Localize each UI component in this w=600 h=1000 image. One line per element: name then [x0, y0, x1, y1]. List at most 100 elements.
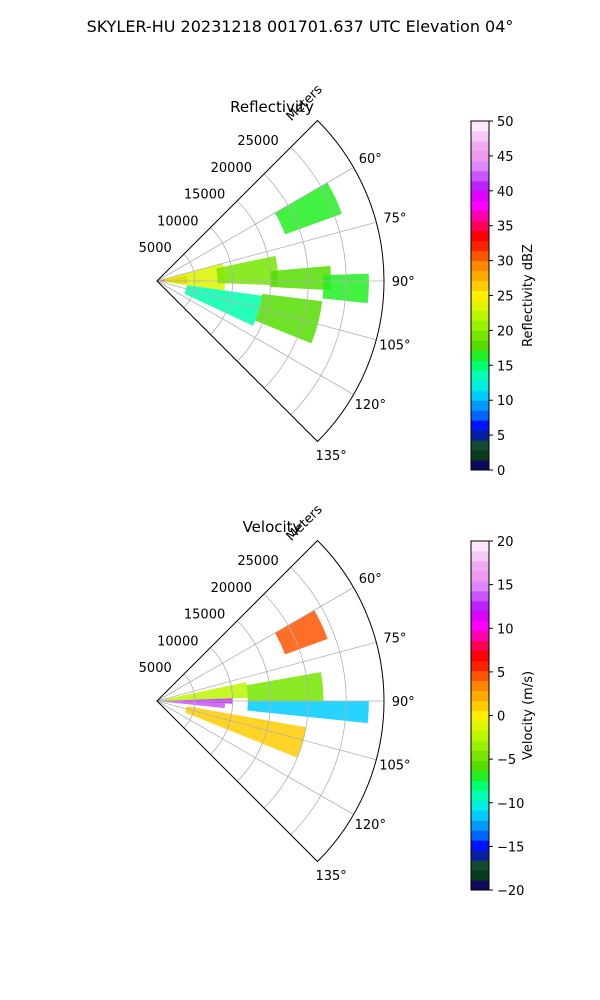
azimuth-tick-label: 90°: [392, 695, 415, 710]
colorbar-segment-20: [471, 260, 489, 272]
colorbar-segment-25: [471, 210, 489, 222]
azimuth-tick-label: 135°: [315, 869, 346, 884]
colorbar-segment-18: [471, 280, 489, 292]
echo-layer: [157, 182, 369, 344]
range-tick-label: 10000: [157, 214, 198, 229]
colorbar-label: Velocity (m/s): [521, 671, 536, 760]
colorbar-tick-label: 5: [497, 429, 505, 444]
colorbar-segment-15: [471, 730, 489, 741]
azimuth-gridline-3: [156, 280, 377, 341]
reflectivity-polar-plot: 60° 75° 90° 105° 120° 135° 5000 10000 15000 20000…: [139, 82, 415, 464]
colorbar-segment-2: [471, 440, 489, 451]
colorbar-segment-28: [471, 180, 489, 192]
colorbar-segment-4: [471, 420, 489, 431]
colorbar-segment-24: [471, 220, 489, 232]
colorbar-segment-29: [471, 170, 489, 182]
colorbar-segment-16: [471, 300, 489, 311]
colorbar-segment-13: [471, 330, 489, 341]
polar-frame: [156, 539, 385, 863]
colorbar-segment-18: [471, 700, 489, 712]
azimuth-tick-label: 75°: [383, 211, 406, 226]
colorbar-segment-24: [471, 640, 489, 652]
colorbar-segment-12: [471, 760, 489, 771]
colorbar-segment-10: [471, 780, 489, 791]
azimuth-tick-label: 120°: [355, 398, 386, 413]
colorbar-segment-12: [471, 340, 489, 351]
colorbar-segment-16: [471, 720, 489, 731]
colorbar-segment-26: [471, 620, 489, 632]
azimuth-tick-label: 105°: [379, 339, 410, 354]
colorbar-segment-31: [471, 570, 489, 582]
echo-region-7: [255, 293, 323, 344]
colorbar-tick-label: 50: [497, 115, 514, 130]
echo-region-6: [184, 285, 262, 326]
azimuth-gridline-0: [156, 587, 354, 702]
azimuth-gridline-1: [156, 221, 377, 282]
colorbar-tick-label: 30: [497, 255, 514, 270]
colorbar-segment-14: [471, 740, 489, 751]
colorbar-tick-label: 15: [497, 359, 514, 374]
colorbar-segment-0: [471, 880, 489, 891]
colorbar-segment-32: [471, 140, 489, 152]
colorbar-tick-label: −15: [497, 840, 524, 855]
colorbar-tick-label: 45: [497, 150, 514, 165]
colorbar-segment-9: [471, 790, 489, 801]
colorbar-segment-33: [471, 130, 489, 142]
colorbar-label: Reflectivity dBZ: [521, 244, 536, 347]
colorbar-segment-27: [471, 190, 489, 202]
colorbar-segment-19: [471, 690, 489, 702]
echo-region-3: [270, 265, 332, 291]
azimuth-tick-label: 105°: [379, 759, 410, 774]
colorbar-segment-1: [471, 450, 489, 461]
colorbar-tick-label: 10: [497, 394, 514, 409]
polar-frame: [156, 119, 385, 443]
colorbar-segment-30: [471, 580, 489, 592]
range-tick-label: 5000: [139, 661, 172, 676]
echo-region-2: [157, 701, 226, 709]
colorbar-segment-25: [471, 630, 489, 642]
colorbar-segment-27: [471, 610, 489, 622]
colorbar-segment-34: [471, 121, 489, 132]
colorbar-segment-6: [471, 820, 489, 831]
velocity-panel: Velocity 60° 75° 90° 105° 120° 135° 5000 10000 1…: [139, 502, 536, 899]
azimuth-gridline-1: [156, 641, 377, 702]
colorbar-segment-17: [471, 290, 489, 301]
echo-region-6: [185, 706, 307, 758]
colorbar-segment-21: [471, 250, 489, 262]
range-tick-label: 20000: [211, 161, 252, 176]
echo-region-2: [216, 255, 279, 286]
azimuth-tick-label: 135°: [315, 449, 346, 464]
figure-suptitle: SKYLER-HU 20231218 001701.637 UTC Elevat…: [87, 17, 514, 36]
colorbar-segment-33: [471, 550, 489, 562]
range-tick-label: 25000: [237, 554, 278, 569]
range-tick-label: 5000: [139, 241, 172, 256]
range-tick-label: 15000: [184, 608, 225, 623]
colorbar-tick-label: −20: [497, 884, 524, 899]
azimuth-gridline-0: [156, 167, 354, 282]
colorbar-segment-2: [471, 860, 489, 871]
reflectivity-colorbar: 0 5 10 15 20 25 30 35 40 45 50 Reflectivity dBZ: [470, 115, 536, 479]
colorbar-segment-23: [471, 230, 489, 242]
colorbar-tick-label: 35: [497, 220, 514, 235]
echo-region-0: [157, 682, 248, 701]
colorbar-tick-label: −5: [497, 753, 516, 768]
echo-layer: [157, 610, 369, 758]
colorbar-tick-label: 40: [497, 185, 514, 200]
colorbar-segment-5: [471, 830, 489, 841]
velocity-colorbar: −20 −15 −10 −5 0 5 10 15 20 Velocity (m/s): [470, 535, 536, 899]
colorbar-segment-5: [471, 410, 489, 421]
colorbar-segment-1: [471, 870, 489, 881]
colorbar-segment-3: [471, 430, 489, 441]
echo-region-5: [274, 610, 328, 655]
colorbar-tick-label: 25: [497, 290, 514, 305]
colorbar-segment-22: [471, 240, 489, 252]
colorbar-segment-34: [471, 541, 489, 552]
colorbar-segment-13: [471, 750, 489, 761]
range-tick-label: 25000: [237, 134, 278, 149]
colorbar-segment-7: [471, 390, 489, 401]
range-tick-label: 10000: [157, 634, 198, 649]
azimuth-tick-label: 75°: [383, 631, 406, 646]
azimuth-gridline-4: [156, 280, 354, 395]
colorbar-segment-4: [471, 840, 489, 851]
